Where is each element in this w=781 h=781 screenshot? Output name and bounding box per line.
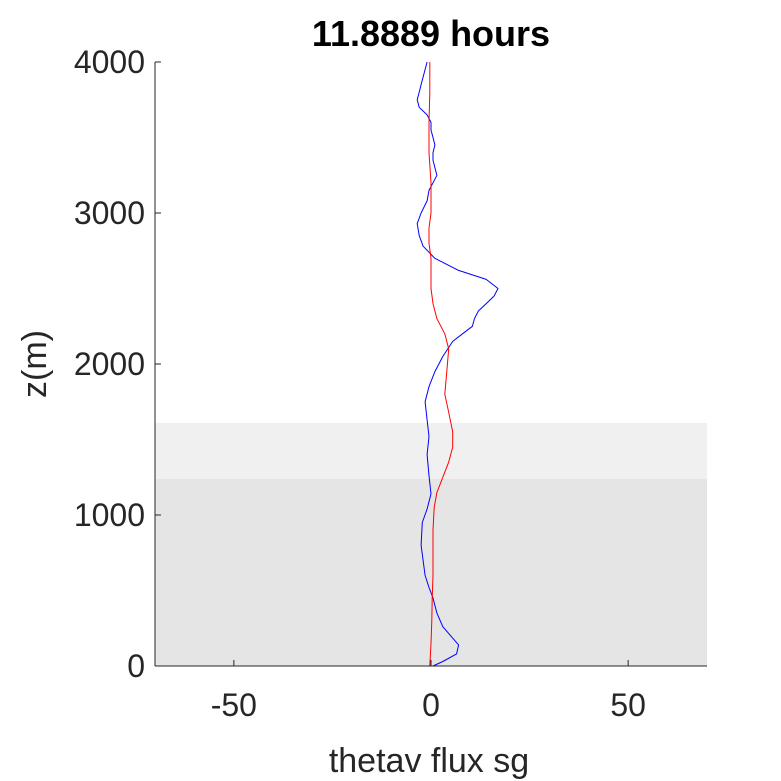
x-axis-label: thetav flux sg [329,742,529,780]
x-tick-label-2: 50 [610,687,646,723]
y-tick-label-4: 4000 [74,44,145,80]
chart-title: 11.8889 hours [312,13,550,54]
series-line-0 [416,61,499,667]
y-axis-label: z(m) [16,330,54,398]
shaded-band-1 [155,422,707,479]
y-tick-label-1: 1000 [74,497,145,533]
y-tick-label-3: 3000 [74,195,145,231]
y-tick-label-2: 2000 [74,346,145,382]
data-lines [416,61,499,667]
x-tick-label-1: 0 [422,687,440,723]
series-line-1 [428,62,454,667]
y-tick-label-0: 0 [127,648,145,684]
x-tick-label-0: -50 [211,687,257,723]
